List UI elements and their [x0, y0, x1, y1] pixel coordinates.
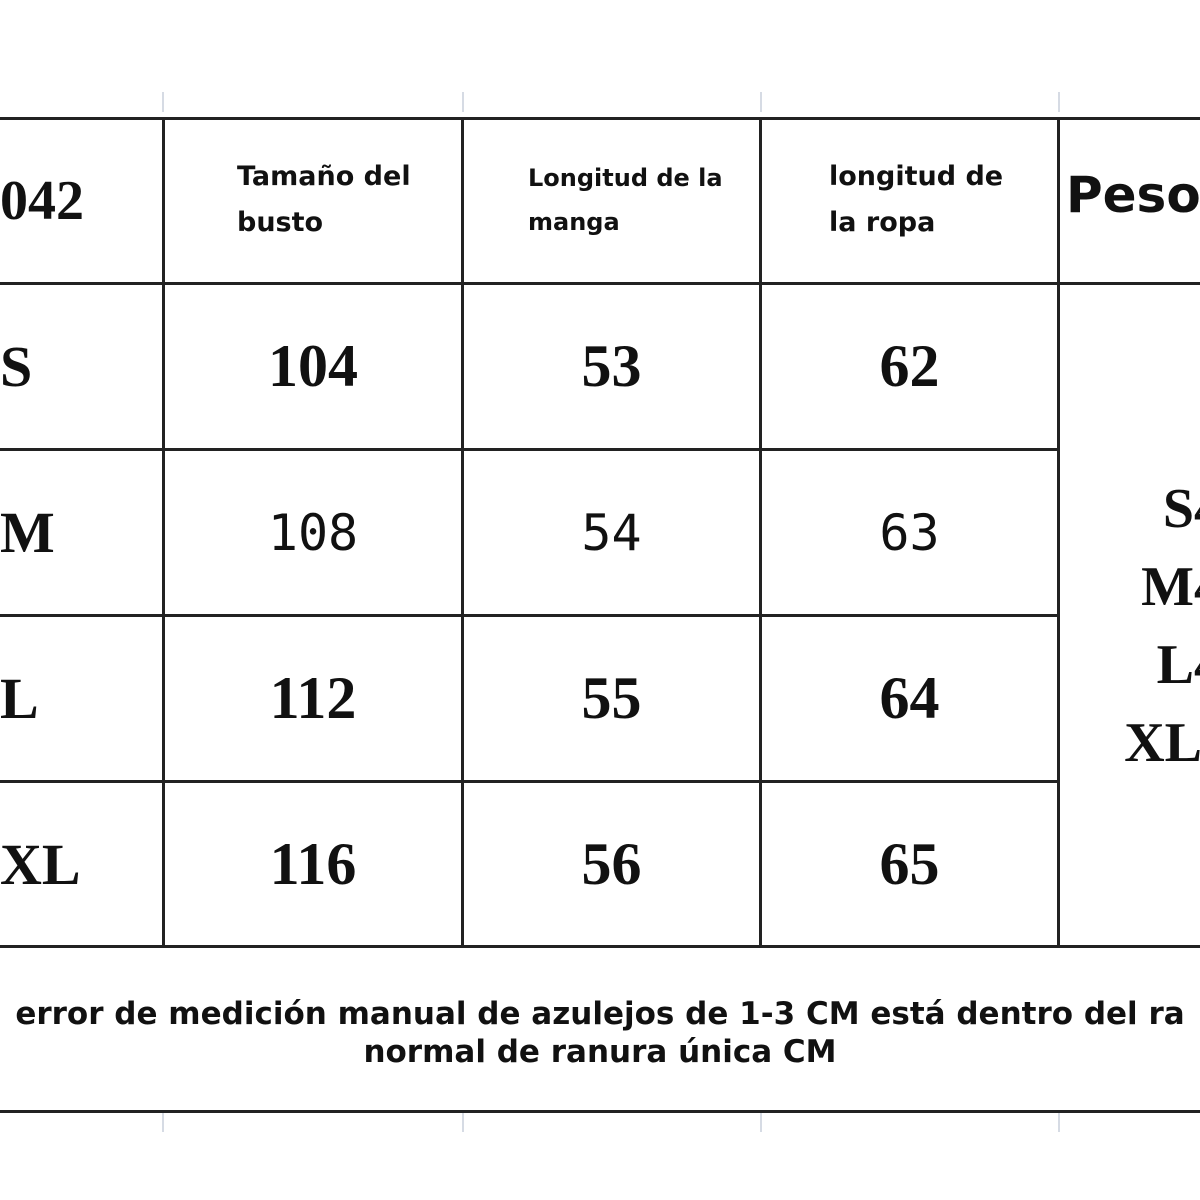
- divider: [0, 448, 1060, 451]
- sleeve-value: 56: [581, 830, 642, 897]
- size-label: XL: [0, 831, 81, 897]
- divider: [0, 945, 1200, 948]
- length-value: 64: [879, 665, 940, 731]
- divider: [461, 117, 464, 948]
- divider: [0, 780, 1060, 783]
- tick-mark: [1058, 1112, 1060, 1132]
- divider: [0, 1110, 1200, 1113]
- header-length: longitud de la ropa: [829, 161, 1004, 238]
- divider: [0, 282, 1200, 285]
- tick-mark: [462, 1112, 464, 1132]
- tick-mark: [462, 92, 464, 112]
- sleeve-value: 54: [581, 503, 642, 562]
- sleeve-value: 55: [581, 665, 642, 731]
- weight-value: L47: [1156, 634, 1200, 696]
- length-value: 65: [879, 830, 940, 897]
- bust-value: 112: [269, 665, 357, 731]
- weight-value: M46: [1141, 556, 1200, 618]
- weight-value: S45: [1162, 478, 1200, 540]
- bust-value: 104: [268, 333, 358, 399]
- tick-mark: [1058, 92, 1060, 112]
- tick-mark: [162, 92, 164, 112]
- size-label: M: [0, 500, 55, 565]
- header-bust: Tamaño del busto: [237, 161, 411, 238]
- model-number: 042: [0, 170, 84, 232]
- bust-value: 108: [267, 503, 359, 562]
- header-sleeve: Longitud de la manga: [528, 164, 723, 236]
- length-value: 62: [879, 333, 940, 399]
- length-value: 63: [879, 503, 940, 562]
- size-label: L: [0, 666, 39, 731]
- tick-mark: [162, 1112, 164, 1132]
- tick-mark: [760, 92, 762, 112]
- divider: [0, 117, 1200, 120]
- divider: [1057, 117, 1060, 948]
- divider: [759, 117, 762, 948]
- bust-value: 116: [269, 830, 357, 897]
- header-weight: Peso: [1066, 166, 1200, 224]
- divider: [0, 614, 1060, 617]
- weight-list: S45 M46 L47 XL4: [1060, 470, 1200, 782]
- note-line-2: normal de ranura única CM: [363, 1034, 837, 1070]
- note-line-1: error de medición manual de azulejos de …: [15, 996, 1185, 1032]
- tick-mark: [760, 1112, 762, 1132]
- size-label: S: [0, 334, 33, 399]
- divider: [162, 117, 165, 948]
- weight-value: XL4: [1124, 712, 1200, 774]
- sleeve-value: 53: [581, 333, 642, 399]
